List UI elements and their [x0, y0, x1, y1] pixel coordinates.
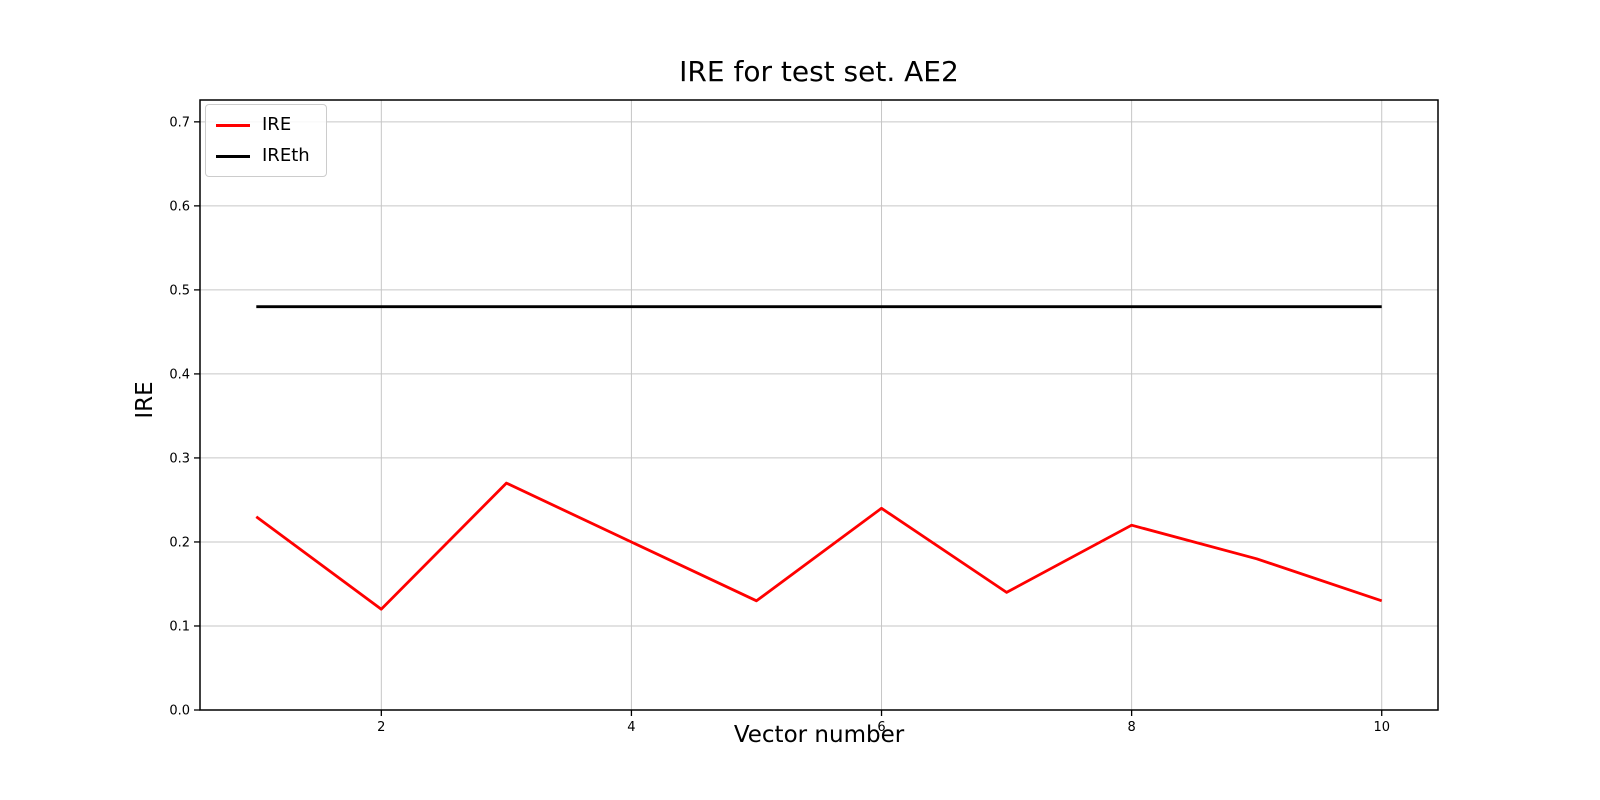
plot-area	[200, 100, 1438, 710]
legend-item-ire: IRE	[216, 114, 310, 136]
x-tick-label: 4	[627, 720, 635, 735]
chart-title: IRE for test set. AE2	[679, 55, 959, 88]
y-tick-label: 0.1	[169, 619, 190, 634]
y-tick-label: 0.3	[169, 451, 190, 466]
x-tick-label: 8	[1127, 720, 1135, 735]
legend-label-ire: IRE	[262, 114, 292, 135]
legend-line-sample-ire	[216, 123, 250, 127]
legend: IRE IREth	[205, 104, 327, 177]
x-tick-label: 6	[877, 720, 885, 735]
legend-label-ireth: IREth	[262, 145, 310, 166]
y-tick-label: 0.2	[169, 535, 190, 550]
x-tick-label: 10	[1373, 720, 1390, 735]
x-axis-label: Vector number	[733, 722, 905, 748]
legend-item-ireth: IREth	[216, 145, 310, 167]
axes-border	[199, 99, 1439, 711]
y-tick-label: 0.0	[169, 704, 190, 719]
y-tick-label: 0.5	[169, 283, 190, 298]
series-line-ire	[255, 481, 1383, 611]
legend-line-sample-ireth	[216, 154, 250, 158]
x-tick-label: 2	[377, 720, 385, 735]
y-tick-label: 0.7	[169, 115, 190, 130]
y-axis-label: IRE	[132, 381, 158, 419]
y-tick-label: 0.6	[169, 199, 190, 214]
y-tick-label: 0.4	[169, 367, 190, 382]
